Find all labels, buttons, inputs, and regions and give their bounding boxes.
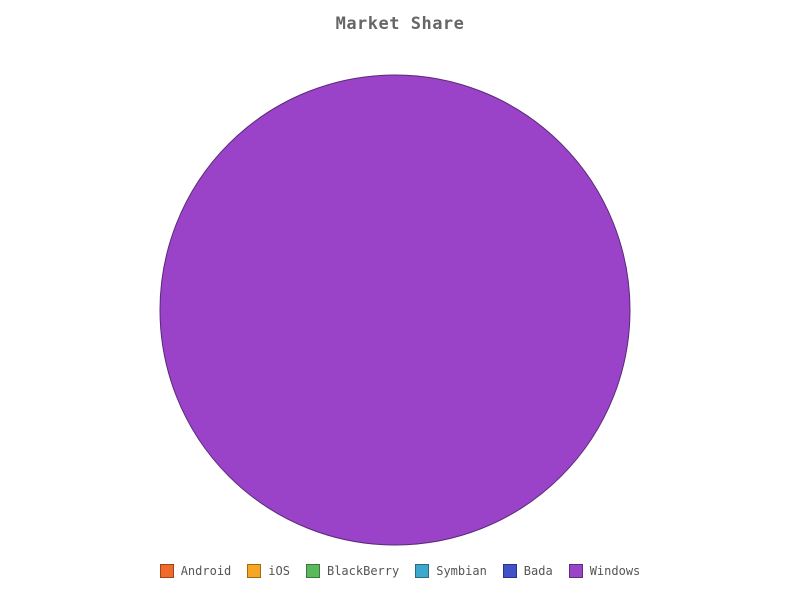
pie-slices (159, 74, 631, 546)
legend-label: Windows (589, 564, 641, 578)
pie-slice-windows[interactable] (159, 74, 631, 546)
legend-label: BlackBerry (326, 564, 400, 578)
legend-label: Bada (523, 564, 553, 578)
legend-swatch (159, 564, 174, 578)
legend: Android iOS BlackBerry Symbian Bada Windows (0, 564, 800, 578)
legend-item-ios[interactable]: iOS (247, 564, 290, 578)
legend-label: Android (180, 564, 232, 578)
legend-label: iOS (268, 564, 290, 578)
legend-label: Symbian (436, 564, 487, 578)
legend-swatch (305, 564, 320, 578)
legend-item-bada[interactable]: Bada (502, 564, 553, 578)
chart-title: Market Share (335, 14, 465, 34)
legend-item-windows[interactable]: Windows (568, 564, 641, 578)
legend-swatch (415, 564, 430, 578)
legend-item-android[interactable]: Android (159, 564, 232, 578)
legend-item-symbian[interactable]: Symbian (415, 564, 487, 578)
legend-swatch (247, 564, 262, 578)
legend-item-blackberry[interactable]: BlackBerry (305, 564, 400, 578)
legend-swatch (502, 564, 517, 578)
legend-swatch (568, 564, 583, 578)
